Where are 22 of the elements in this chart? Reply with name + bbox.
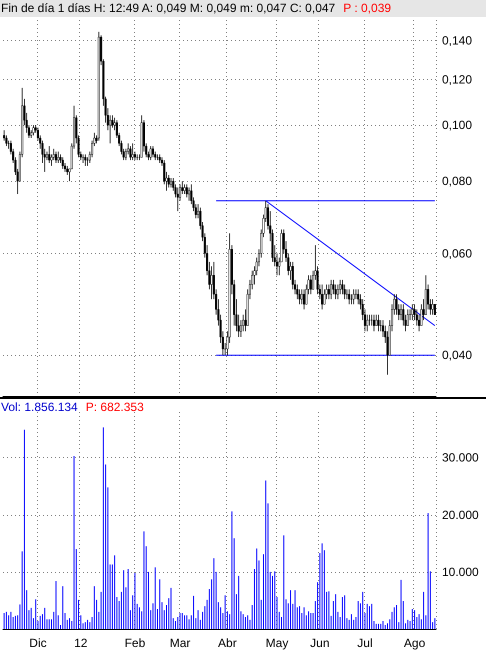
y-tick-label: 0,140 [442,34,472,48]
y-tick-label: 0,100 [442,118,472,132]
y-tick-label: 0,080 [442,174,472,188]
y-tick-label: 10.000 [442,564,480,579]
y-tick-label: 0,040 [442,348,472,362]
x-tick-label: Jun [310,636,330,650]
x-tick-label: May [266,636,288,650]
y-tick-label: 0,120 [442,72,472,86]
x-tick-label: 12 [74,636,88,650]
chart-subtitle: P: 682.353 [86,400,144,414]
x-tick-label: Mar [170,636,190,650]
x-tick-label: Abr [218,636,237,650]
y-tick-label: 0,060 [442,246,472,260]
chart-title: Fin de día 1 días H: 12:49 A: 0,049 M: 0,049 m: 0,047 C: 0,047 [1,1,336,15]
x-tick-label: Dic [29,636,47,650]
x-tick-label: Feb [124,636,146,650]
y-tick-label: 20.000 [442,508,480,522]
chart-subtitle: P : 0,039 [343,1,392,15]
y-tick-label: 30.000 [442,450,480,465]
x-tick-label: Ago [404,636,426,650]
x-tick-label: Jul [357,636,373,650]
chart-title: Vol: 1.856.134 [1,400,78,414]
